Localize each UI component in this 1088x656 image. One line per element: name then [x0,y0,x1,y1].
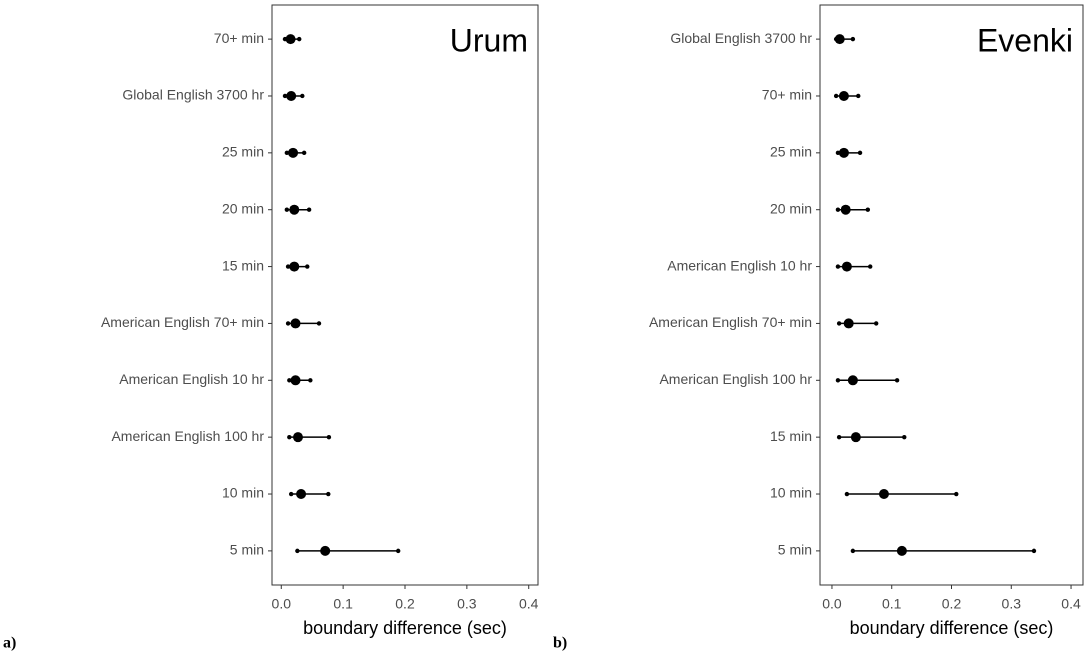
interval-low [835,264,841,269]
interval-low [284,150,290,156]
interval-high [395,548,401,554]
y-tick-label: 5 min [778,542,812,558]
interval-high [306,207,312,212]
y-tick-label: American English 10 hr [119,371,264,387]
y-tick-label: 25 min [222,144,264,160]
point [286,90,297,101]
interval-high [856,93,861,99]
point [896,545,907,556]
interval-low [850,548,856,554]
interval-low [835,378,841,383]
y-tick-label: Global English 3700 hr [670,30,812,46]
x-tick-label: 0.2 [942,596,962,612]
y-tick-label: American English 100 hr [111,428,264,444]
interval-high [954,491,959,497]
x-tick-label: 0.1 [882,596,902,612]
y-tick-label: American English 100 hr [659,371,812,387]
point [320,545,331,556]
interval-high [301,150,307,156]
point [290,375,301,386]
point [841,261,852,272]
interval-low [288,491,294,497]
y-tick-label: American English 70+ min [101,314,264,330]
point [838,90,849,101]
x-tick-label: 0.0 [822,596,842,612]
interval-low [295,548,300,554]
y-tick-label: 20 min [222,200,264,216]
y-tick-label: 15 min [770,428,812,444]
interval-low [844,491,850,497]
x-tick-label: 0.4 [519,596,539,612]
interval-low [835,207,841,212]
point [285,34,296,45]
point [289,261,300,272]
interval-low [282,93,288,99]
x-axis-title: boundary difference (sec) [303,618,507,638]
interval-low [287,434,292,440]
panel-label: a) [3,635,16,652]
point [840,204,851,215]
panel-border [271,4,539,586]
interval-high [300,93,305,99]
point [296,489,307,500]
point [843,318,854,329]
interval-high [850,36,856,42]
point [834,34,845,45]
interval-high [297,36,302,42]
y-tick-label: American English 70+ min [649,314,812,330]
point [878,489,889,500]
interval-low [287,378,292,383]
point [288,147,299,158]
interval-high [1031,548,1037,554]
y-tick-label: 5 min [230,542,264,558]
x-tick-label: 0.0 [272,596,292,612]
point [838,147,849,158]
interval-high [316,321,322,326]
y-tick-label: 15 min [222,257,264,273]
interval-high [857,150,863,156]
interval-high [308,378,313,383]
y-tick-label: 20 min [770,200,812,216]
interval-high [873,321,879,326]
panel-title: Evenki [977,22,1073,58]
x-axis-title: boundary difference (sec) [850,618,1054,638]
y-tick-label: 70+ min [214,30,264,46]
y-tick-label: Global English 3700 hr [122,87,264,103]
panel-border [819,4,1084,586]
y-tick-label: 70+ min [762,87,812,103]
x-tick-label: 0.4 [1061,596,1081,612]
point [847,375,858,386]
interval-low [836,434,842,440]
point [290,318,301,329]
point [292,432,303,443]
panel-label: b) [553,635,567,652]
point [850,432,861,443]
x-tick-label: 0.3 [457,596,477,612]
interval-high [902,434,907,440]
panel-title: Urum [450,22,528,58]
interval-high [305,264,310,269]
interval-low [836,321,842,326]
y-tick-label: 10 min [770,485,812,501]
x-tick-label: 0.3 [1002,596,1022,612]
point [289,204,300,215]
interval-low [285,264,291,269]
interval-high [326,434,332,440]
y-tick-label: 10 min [222,485,264,501]
interval-low [284,207,290,212]
x-tick-label: 0.1 [333,596,353,612]
interval-high [868,264,873,269]
x-tick-label: 0.2 [395,596,415,612]
interval-high [865,207,871,212]
y-tick-label: 25 min [770,144,812,160]
interval-low [833,93,839,99]
y-tick-label: American English 10 hr [667,257,812,273]
interval-low [285,321,291,326]
interval-high [326,491,331,497]
interval-high [894,378,900,383]
